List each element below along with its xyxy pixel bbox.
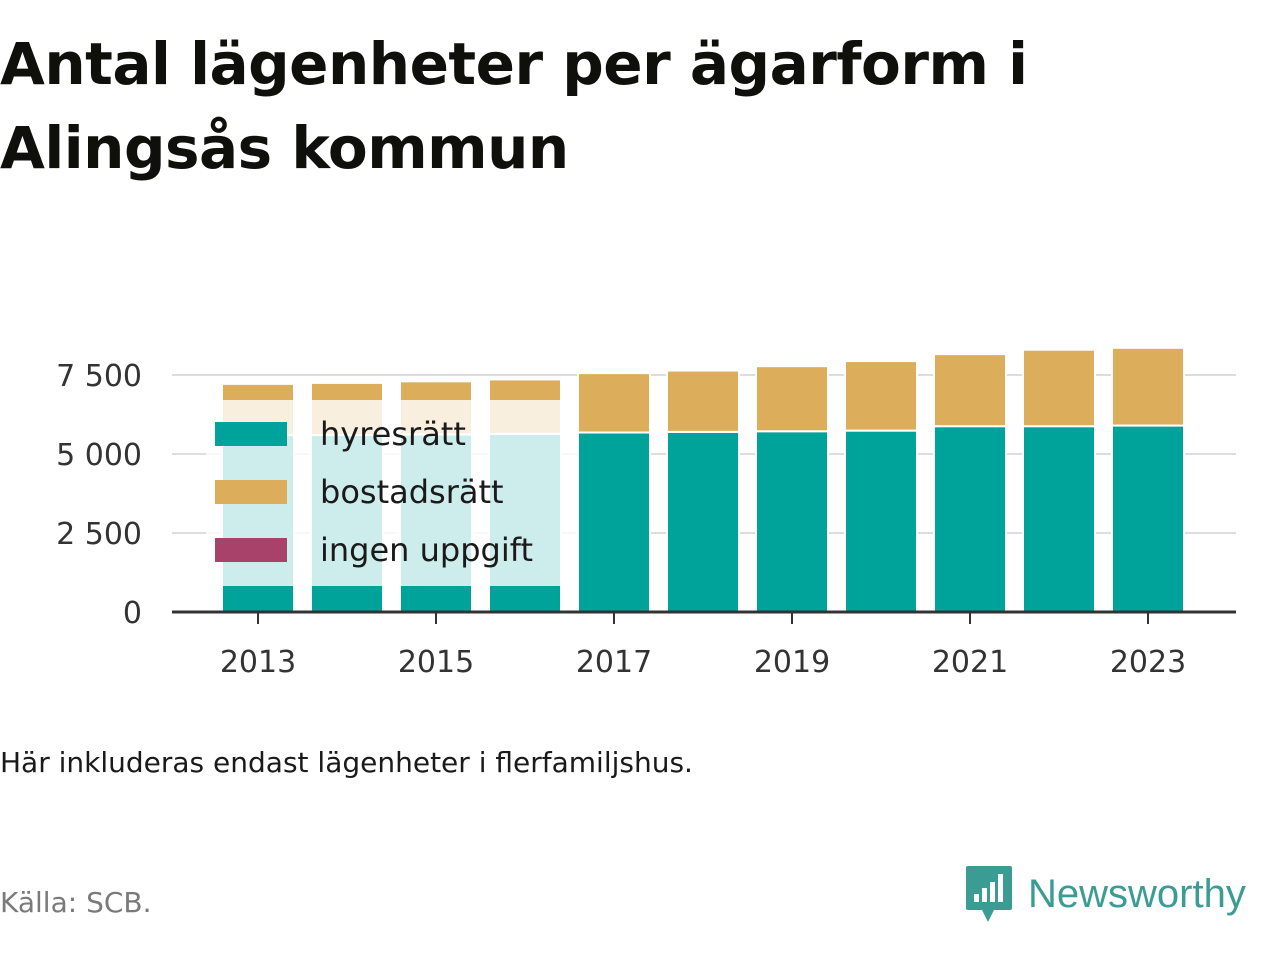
y-tick-label: 0 bbox=[123, 596, 142, 631]
bar-segment bbox=[577, 431, 651, 613]
legend-swatch bbox=[215, 538, 287, 562]
bar-segment bbox=[1022, 425, 1096, 613]
chart-title-line-1: Antal lägenheter per ägarform i bbox=[0, 30, 1028, 98]
bar-segment bbox=[844, 429, 918, 613]
legend-swatch bbox=[215, 480, 287, 504]
bar-segment bbox=[1111, 346, 1185, 427]
stacked-bar-chart: 0 2 500 5 000 7 500 2013 2015 2017 2019 2021 2023… bbox=[56, 346, 1236, 680]
y-tick-label: 5 000 bbox=[56, 438, 142, 473]
bar-segment bbox=[844, 360, 918, 432]
bar-segment bbox=[933, 353, 1007, 428]
x-tick-label: 2013 bbox=[220, 645, 296, 680]
source-note: Källa: SCB. bbox=[0, 886, 152, 919]
brand-wordmark: Newsworthy bbox=[1028, 871, 1246, 916]
bar-segment bbox=[755, 365, 829, 433]
bar-segment bbox=[933, 425, 1007, 613]
bar-segment bbox=[1022, 348, 1096, 428]
x-tick-label: 2019 bbox=[754, 645, 830, 680]
bar-segment bbox=[666, 369, 740, 433]
bar-segment bbox=[666, 430, 740, 613]
x-tick-label: 2023 bbox=[1110, 645, 1186, 680]
bar-segment bbox=[1111, 424, 1185, 613]
y-tick-label: 7 500 bbox=[56, 359, 142, 394]
newsworthy-logo: Newsworthy bbox=[964, 864, 1246, 924]
bar-segment bbox=[755, 430, 829, 613]
y-tick-label: 2 500 bbox=[56, 517, 142, 552]
legend-label: hyresrätt bbox=[320, 415, 466, 453]
legend-swatch bbox=[215, 422, 287, 446]
newsworthy-logo-icon bbox=[966, 866, 1012, 922]
x-tick-label: 2015 bbox=[398, 645, 474, 680]
x-tick-label: 2021 bbox=[932, 645, 1008, 680]
legend-label: ingen uppgift bbox=[320, 531, 533, 569]
legend-label: bostadsrätt bbox=[320, 473, 504, 511]
chart-title: Antal lägenheter per ägarform i Alingsås… bbox=[0, 22, 1200, 190]
chart-title-line-2: Alingsås kommun bbox=[0, 114, 569, 182]
x-tick-label: 2017 bbox=[576, 645, 652, 680]
chart-note: Här inkluderas endast lägenheter i flerf… bbox=[0, 746, 693, 779]
bar-segment bbox=[577, 372, 651, 434]
